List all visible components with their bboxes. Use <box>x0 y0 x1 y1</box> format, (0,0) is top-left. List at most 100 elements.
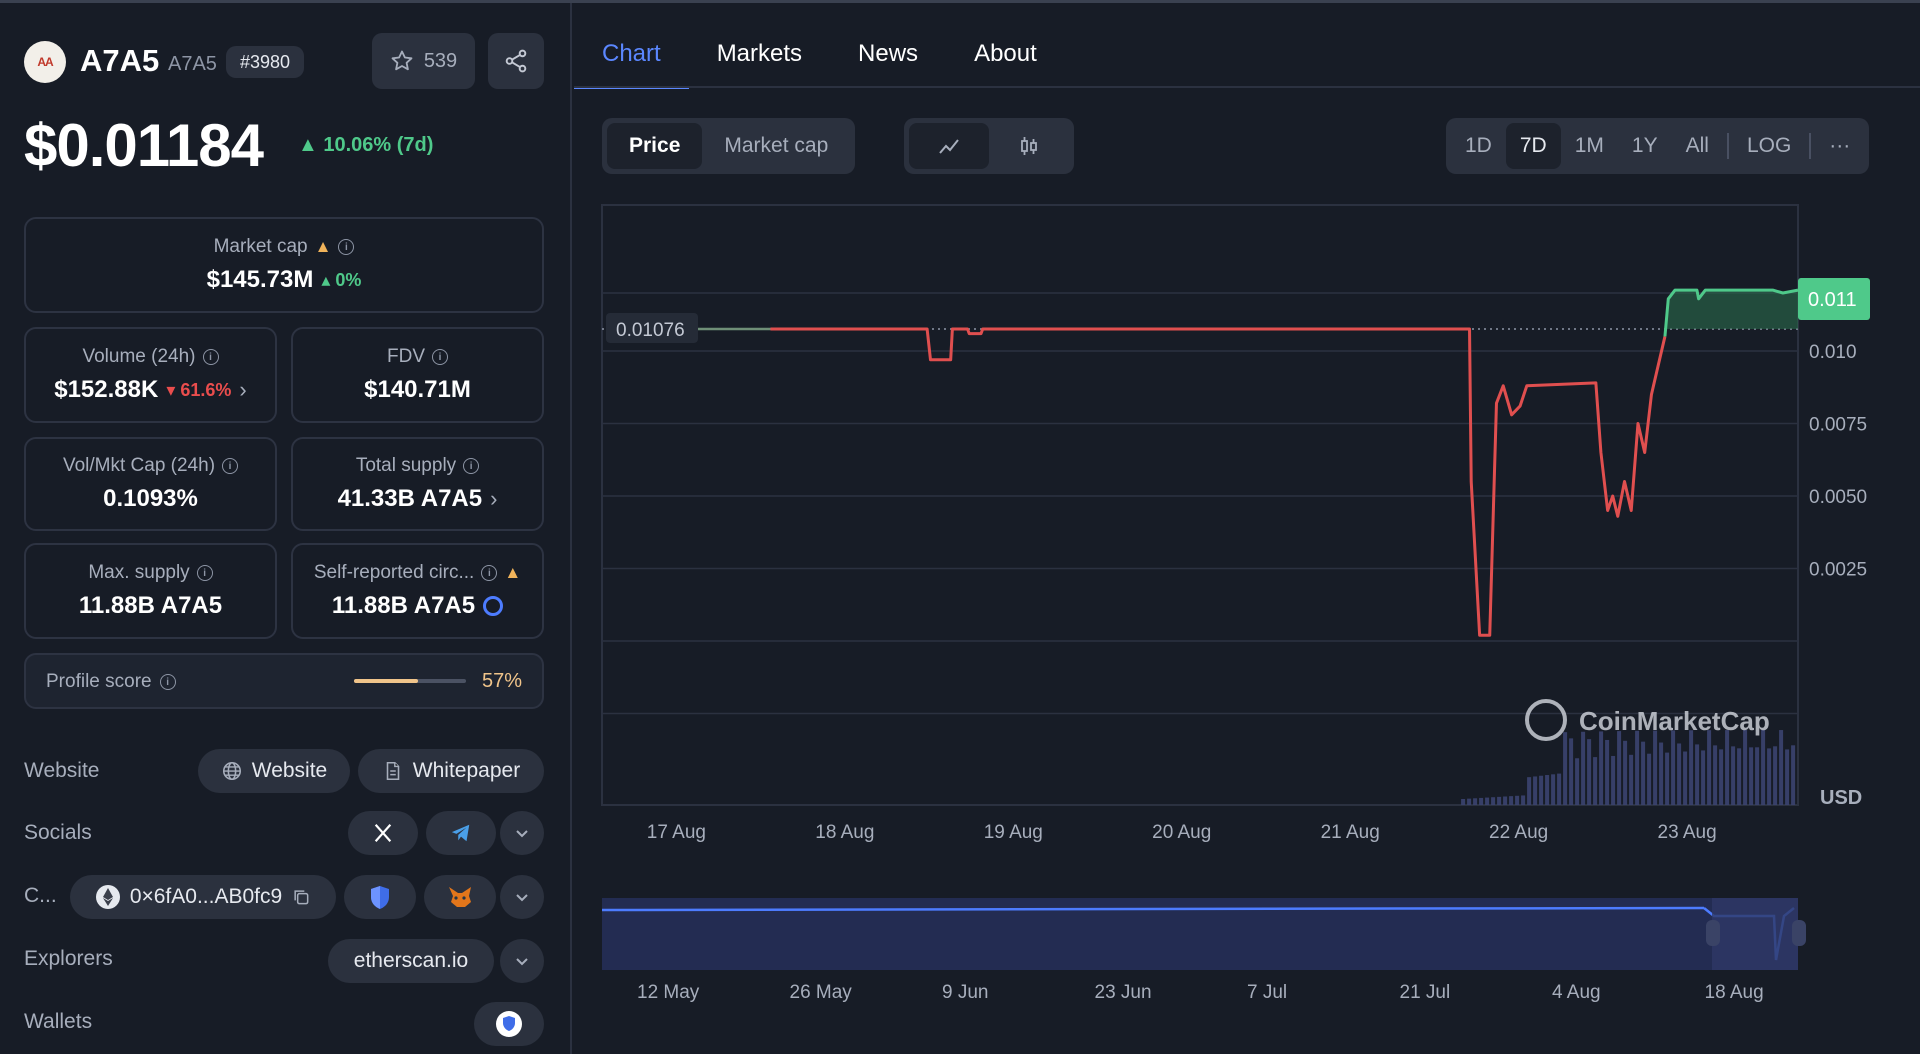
info-icon[interactable]: i <box>481 565 498 581</box>
info-icon[interactable]: i <box>196 565 213 581</box>
vol-mkt-cap-card: Vol/Mkt Cap (24h) i 0.1093% <box>24 437 277 531</box>
timeframe-selector: 1D 7D 1M 1Y All LOG ··· <box>1446 118 1870 174</box>
contract-address-button[interactable]: 0×6fA0...AB0fc9 <box>70 875 336 919</box>
market-cap-value: $145.73M <box>206 266 314 293</box>
market-cap-toggle[interactable]: Market cap <box>724 134 829 157</box>
x-social-button[interactable] <box>348 811 418 855</box>
coinmarketcap-logo-icon <box>1525 699 1567 741</box>
tab-news[interactable]: News <box>858 40 919 67</box>
profile-score-value: 57% <box>481 670 522 692</box>
reference-price-label: 0.01076 <box>616 320 685 341</box>
volume-bar <box>1491 797 1496 805</box>
x-tick-label: 23 Aug <box>1658 822 1717 843</box>
y-tick-label: 0.0025 <box>1809 560 1867 581</box>
website-button[interactable]: Website <box>198 749 350 793</box>
chevron-down-icon <box>516 958 528 966</box>
warning-icon: ▲ <box>504 563 522 582</box>
rank-badge: #3980 <box>226 46 305 78</box>
tabs-divider <box>574 86 1920 88</box>
info-icon[interactable]: i <box>202 349 219 365</box>
info-icon[interactable]: i <box>463 458 480 474</box>
info-icon[interactable]: i <box>159 674 176 690</box>
volume-bar <box>1611 755 1616 805</box>
coin-logo: AA <box>24 41 66 83</box>
warning-icon: ▲ <box>314 237 332 256</box>
info-icon[interactable]: i <box>338 239 355 255</box>
total-supply-card[interactable]: Total supply i 41.33B A7A5 › <box>291 437 544 531</box>
navigator-tick-label: 7 Jul <box>1247 982 1287 1003</box>
whitepaper-button[interactable]: Whitepaper <box>358 749 544 793</box>
info-icon[interactable]: i <box>222 458 239 474</box>
candlestick-button[interactable] <box>989 123 1069 169</box>
volume-bar <box>1659 742 1664 805</box>
more-options-button[interactable]: ··· <box>1829 134 1851 157</box>
candlestick-icon <box>1021 137 1037 155</box>
volume-bar <box>1635 730 1640 805</box>
copy-icon[interactable] <box>291 887 311 907</box>
y-tick-label: 0.010 <box>1809 342 1857 363</box>
plot-frame <box>601 204 1799 806</box>
tab-chart[interactable]: Chart <box>574 40 689 89</box>
coin-price: $0.01184 <box>24 112 264 179</box>
volume-bar <box>1473 798 1478 805</box>
price-toggle[interactable]: Price <box>607 123 703 169</box>
info-icon[interactable]: i <box>432 349 448 365</box>
self-reported-circ-card: Self-reported circ... i ▲ 11.88B A7A5 <box>291 543 544 639</box>
document-icon <box>386 761 400 781</box>
shield-icon <box>371 886 389 909</box>
share-icon <box>505 49 527 73</box>
tab-about[interactable]: About <box>974 40 1037 67</box>
wallet-button[interactable] <box>474 1002 544 1046</box>
timeframe-1m[interactable]: 1M <box>1574 134 1604 157</box>
profile-score[interactable]: Profile score i 57% <box>24 653 544 709</box>
volume-bar <box>1545 775 1550 805</box>
share-button[interactable] <box>488 33 544 89</box>
volume-bar <box>1497 796 1502 805</box>
tab-markets[interactable]: Markets <box>716 40 803 67</box>
navigator-handle-right <box>1792 920 1806 946</box>
fdv-label: FDV <box>387 346 425 367</box>
contracts-expand-button[interactable] <box>500 875 544 919</box>
timeframe-1y[interactable]: 1Y <box>1631 134 1658 157</box>
volume-bar <box>1791 745 1796 805</box>
metamask-fox-icon <box>449 887 471 907</box>
volume-bar <box>1755 747 1760 805</box>
navigator-line <box>601 906 1705 912</box>
explorers-expand-button[interactable] <box>500 939 544 983</box>
volume-bar <box>1599 731 1604 805</box>
volume-bar <box>1581 731 1586 805</box>
volume-bar <box>1725 730 1730 805</box>
log-scale-button[interactable]: LOG <box>1746 134 1792 157</box>
price-chart[interactable]: 0.0120.0100.00750.00500.0025USD0.010760.… <box>574 190 1920 1054</box>
volume-bar <box>1779 730 1784 805</box>
divider <box>1809 133 1812 159</box>
telegram-icon <box>451 824 470 842</box>
watchlist-button[interactable]: 539 <box>372 33 475 89</box>
navigator-tick-label: 23 Jun <box>1095 982 1152 1003</box>
shield-wallet-button[interactable] <box>344 875 416 919</box>
line-chart-button[interactable] <box>909 123 989 169</box>
volume-bar <box>1569 738 1574 805</box>
etherscan-button[interactable]: etherscan.io <box>328 939 494 983</box>
volume-bar <box>1761 730 1766 805</box>
volume-bar <box>1539 775 1544 805</box>
volume-bar <box>1773 746 1778 805</box>
timeframe-7d[interactable]: 7D <box>1505 123 1561 169</box>
line-chart-icon <box>939 139 959 154</box>
volume-card[interactable]: Volume (24h) i $152.88K ▾ 61.6% › <box>24 327 277 423</box>
timeframe-1d[interactable]: 1D <box>1465 134 1492 157</box>
price-line-segment <box>1663 288 1799 337</box>
socials-expand-button[interactable] <box>500 811 544 855</box>
volume-bar <box>1587 739 1592 805</box>
watermark-text: CoinMarketCap <box>1579 706 1770 736</box>
volume-bar <box>1521 795 1526 805</box>
telegram-button[interactable] <box>426 811 496 855</box>
volume-change: ▾ 61.6% <box>166 379 232 400</box>
volume-bar <box>1551 774 1556 805</box>
navigator-selection <box>1712 898 1798 970</box>
timeframe-all[interactable]: All <box>1685 134 1709 157</box>
metamask-button[interactable] <box>424 875 496 919</box>
volume-bar <box>1527 777 1532 805</box>
fdv-card: FDV i $140.71M <box>291 327 544 423</box>
wallet-shield-icon <box>496 1011 522 1037</box>
